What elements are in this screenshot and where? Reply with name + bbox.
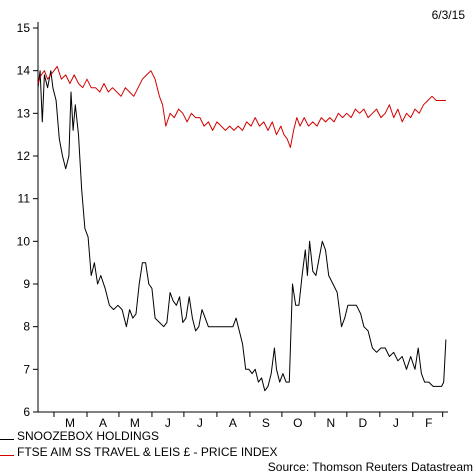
- y-tick-label: 9: [23, 277, 30, 291]
- x-tick-label: M: [130, 416, 140, 430]
- y-tick-label: 7: [23, 362, 30, 376]
- x-tick-label: M: [65, 416, 75, 430]
- x-tick-label: A: [229, 416, 237, 430]
- legend-item-snoozebox: SNOOZEBOX HOLDINGS: [0, 428, 278, 444]
- y-tick-label: 14: [17, 64, 31, 78]
- y-tick-label: 6: [23, 405, 30, 419]
- x-tick-label: J: [393, 416, 399, 430]
- legend-label-ftse-aim: FTSE AIM SS TRAVEL & LEIS £ - PRICE INDE…: [17, 445, 278, 459]
- y-tick-label: 8: [23, 320, 30, 334]
- x-tick-label: S: [262, 416, 270, 430]
- legend-item-ftse-aim: FTSE AIM SS TRAVEL & LEIS £ - PRICE INDE…: [0, 444, 278, 460]
- line-chart: 6 7 8 9 10 11 12 13 14 15 M A M J J A S O N D J F: [17, 21, 448, 430]
- x-tick-label: A: [99, 416, 107, 430]
- series-line-ftse-aim: [37, 65, 446, 148]
- series-layer: [37, 65, 447, 392]
- legend: SNOOZEBOX HOLDINGS FTSE AIM SS TRAVEL & …: [0, 428, 278, 460]
- legend-swatch-ftse-aim: [0, 455, 14, 456]
- y-tick-label: 10: [17, 234, 31, 248]
- y-tick-label: 15: [17, 21, 31, 35]
- legend-label-snoozebox: SNOOZEBOX HOLDINGS: [17, 429, 160, 443]
- x-tick-label: F: [425, 416, 432, 430]
- date-stamp: 6/3/15: [431, 8, 465, 22]
- legend-swatch-snoozebox: [0, 439, 14, 440]
- x-tick-label: N: [327, 416, 336, 430]
- x-tick-label: D: [358, 416, 367, 430]
- y-tick-label: 11: [18, 192, 31, 206]
- x-tick-label: J: [165, 416, 171, 430]
- series-line-snoozebox: [37, 70, 447, 392]
- y-axis: 6 7 8 9 10 11 12 13 14 15: [17, 21, 39, 419]
- y-tick-label: 12: [17, 149, 31, 163]
- y-tick-label: 13: [17, 106, 31, 120]
- source-note: Source: Thomson Reuters Datastream: [267, 460, 473, 474]
- x-tick-label: O: [293, 416, 302, 430]
- x-tick-label: J: [197, 416, 203, 430]
